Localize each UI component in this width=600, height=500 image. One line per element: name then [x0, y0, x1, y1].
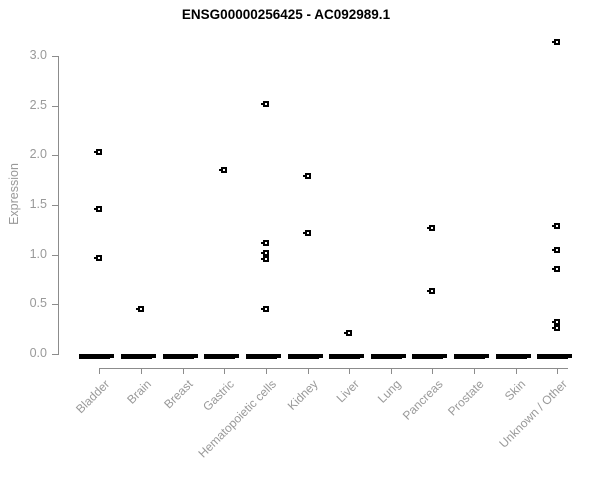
- x-tick: [515, 368, 517, 374]
- zero-expression-bar: [245, 353, 281, 359]
- data-point: [219, 167, 228, 174]
- zero-expression-bar: [204, 353, 240, 359]
- zero-expression-bar: [329, 353, 365, 359]
- y-tick-label: 1.0: [29, 246, 47, 261]
- x-tick: [349, 368, 351, 374]
- data-point: [135, 306, 144, 313]
- data-point: [427, 224, 436, 231]
- data-point: [552, 39, 561, 46]
- y-tick-label: 2.0: [29, 147, 47, 162]
- zero-expression-bar: [120, 353, 156, 359]
- y-tick-label: 0.5: [29, 296, 47, 311]
- data-point: [552, 319, 561, 326]
- data-point: [260, 249, 269, 256]
- y-tick: [52, 354, 58, 355]
- data-point: [260, 239, 269, 246]
- y-tick: [52, 205, 58, 207]
- y-tick-label: 2.5: [29, 97, 47, 112]
- y-tick: [52, 105, 58, 107]
- x-tick-label-lung: Lung: [374, 377, 404, 406]
- x-tick: [265, 368, 267, 374]
- y-tick: [52, 304, 58, 306]
- x-axis-line: [99, 368, 569, 369]
- zero-expression-bar: [454, 353, 490, 359]
- data-point: [552, 246, 561, 253]
- x-tick: [182, 368, 184, 374]
- x-tick-label-brain: Brain: [124, 377, 154, 407]
- x-tick: [99, 368, 101, 374]
- x-tick-label-skin: Skin: [502, 377, 529, 404]
- x-tick-label-hematopoietic-cells: Hematopoietic cells: [195, 377, 279, 461]
- x-tick: [390, 368, 392, 374]
- zero-expression-bar: [412, 353, 448, 359]
- y-tick-label: 0.0: [29, 346, 47, 360]
- x-tick-label-breast: Breast: [161, 377, 196, 412]
- data-point: [260, 100, 269, 107]
- y-tick: [52, 155, 58, 157]
- data-point: [260, 255, 269, 262]
- data-point: [302, 173, 311, 180]
- data-point: [552, 325, 561, 332]
- y-tick-label: 1.5: [29, 197, 47, 212]
- data-point: [94, 149, 103, 156]
- x-tick: [224, 368, 226, 374]
- x-tick-label-bladder: Bladder: [73, 377, 113, 417]
- x-tick: [140, 368, 142, 374]
- data-point: [302, 229, 311, 236]
- x-tick: [557, 368, 559, 374]
- x-tick-label-liver: Liver: [333, 377, 363, 406]
- y-tick: [52, 254, 58, 256]
- data-point: [552, 222, 561, 229]
- zero-expression-bar: [495, 353, 531, 359]
- y-tick: [52, 56, 58, 58]
- data-point: [427, 288, 436, 295]
- zero-expression-bar: [162, 353, 198, 359]
- zero-expression-bar: [287, 353, 323, 359]
- y-tick-label: 3.0: [29, 48, 47, 63]
- y-axis-line: [58, 56, 59, 355]
- x-tick-label-prostate: Prostate: [445, 377, 487, 419]
- data-point: [344, 330, 353, 337]
- data-point: [94, 254, 103, 261]
- zero-expression-bar: [79, 353, 115, 359]
- data-point: [260, 306, 269, 313]
- x-tick-label-gastric: Gastric: [200, 377, 238, 414]
- x-tick: [432, 368, 434, 374]
- x-tick: [307, 368, 309, 374]
- x-tick-label-kidney: Kidney: [284, 377, 321, 413]
- x-tick: [474, 368, 476, 374]
- data-point: [552, 265, 561, 272]
- zero-expression-bar: [537, 353, 573, 359]
- chart-title: ENSG00000256425 - AC092989.1: [181, 7, 391, 22]
- x-tick-label-pancreas: Pancreas: [399, 377, 446, 423]
- zero-expression-bar: [370, 353, 406, 359]
- data-point: [94, 206, 103, 213]
